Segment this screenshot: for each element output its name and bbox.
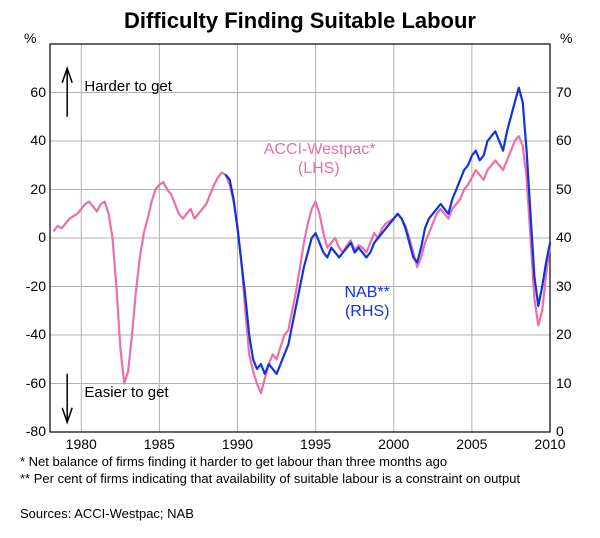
yl-tick-40: 40 xyxy=(30,132,46,148)
y-left-unit: % xyxy=(24,30,36,46)
yl-tick-60: 60 xyxy=(30,84,46,100)
x-tick-2010: 2010 xyxy=(530,436,570,452)
yr-tick-20: 20 xyxy=(556,326,572,342)
yr-tick-10: 10 xyxy=(556,375,572,391)
yl-tick--60: -60 xyxy=(26,375,46,391)
x-tick-2000: 2000 xyxy=(374,436,414,452)
sources: Sources: ACCI-Westpac; NAB xyxy=(20,506,194,522)
yl-tick--80: -80 xyxy=(26,423,46,439)
yl-tick--40: -40 xyxy=(26,326,46,342)
annot-harder: Harder to get xyxy=(84,78,172,95)
annot-easier: Easier to get xyxy=(84,384,168,401)
yr-tick-50: 50 xyxy=(556,181,572,197)
x-tick-1995: 1995 xyxy=(296,436,336,452)
yl-tick-0: 0 xyxy=(38,229,46,245)
yr-tick-70: 70 xyxy=(556,84,572,100)
chart-container: Difficulty Finding Suitable Labour %%-80… xyxy=(0,0,600,538)
x-tick-1990: 1990 xyxy=(218,436,258,452)
series-label-ACCI-Westpac: ACCI-Westpac*(LHS) xyxy=(264,140,374,178)
yr-tick-30: 30 xyxy=(556,278,572,294)
y-right-unit: % xyxy=(560,30,572,46)
series-label-NAB: NAB**(RHS) xyxy=(312,283,422,321)
x-tick-1985: 1985 xyxy=(139,436,179,452)
yl-tick--20: -20 xyxy=(26,278,46,294)
footnote-2: ** Per cent of firms indicating that ava… xyxy=(20,471,580,487)
footnote-1: * Net balance of firms finding it harder… xyxy=(20,454,580,470)
yr-tick-40: 40 xyxy=(556,229,572,245)
x-tick-2005: 2005 xyxy=(452,436,492,452)
yl-tick-20: 20 xyxy=(30,181,46,197)
x-tick-1980: 1980 xyxy=(61,436,101,452)
yr-tick-60: 60 xyxy=(556,132,572,148)
